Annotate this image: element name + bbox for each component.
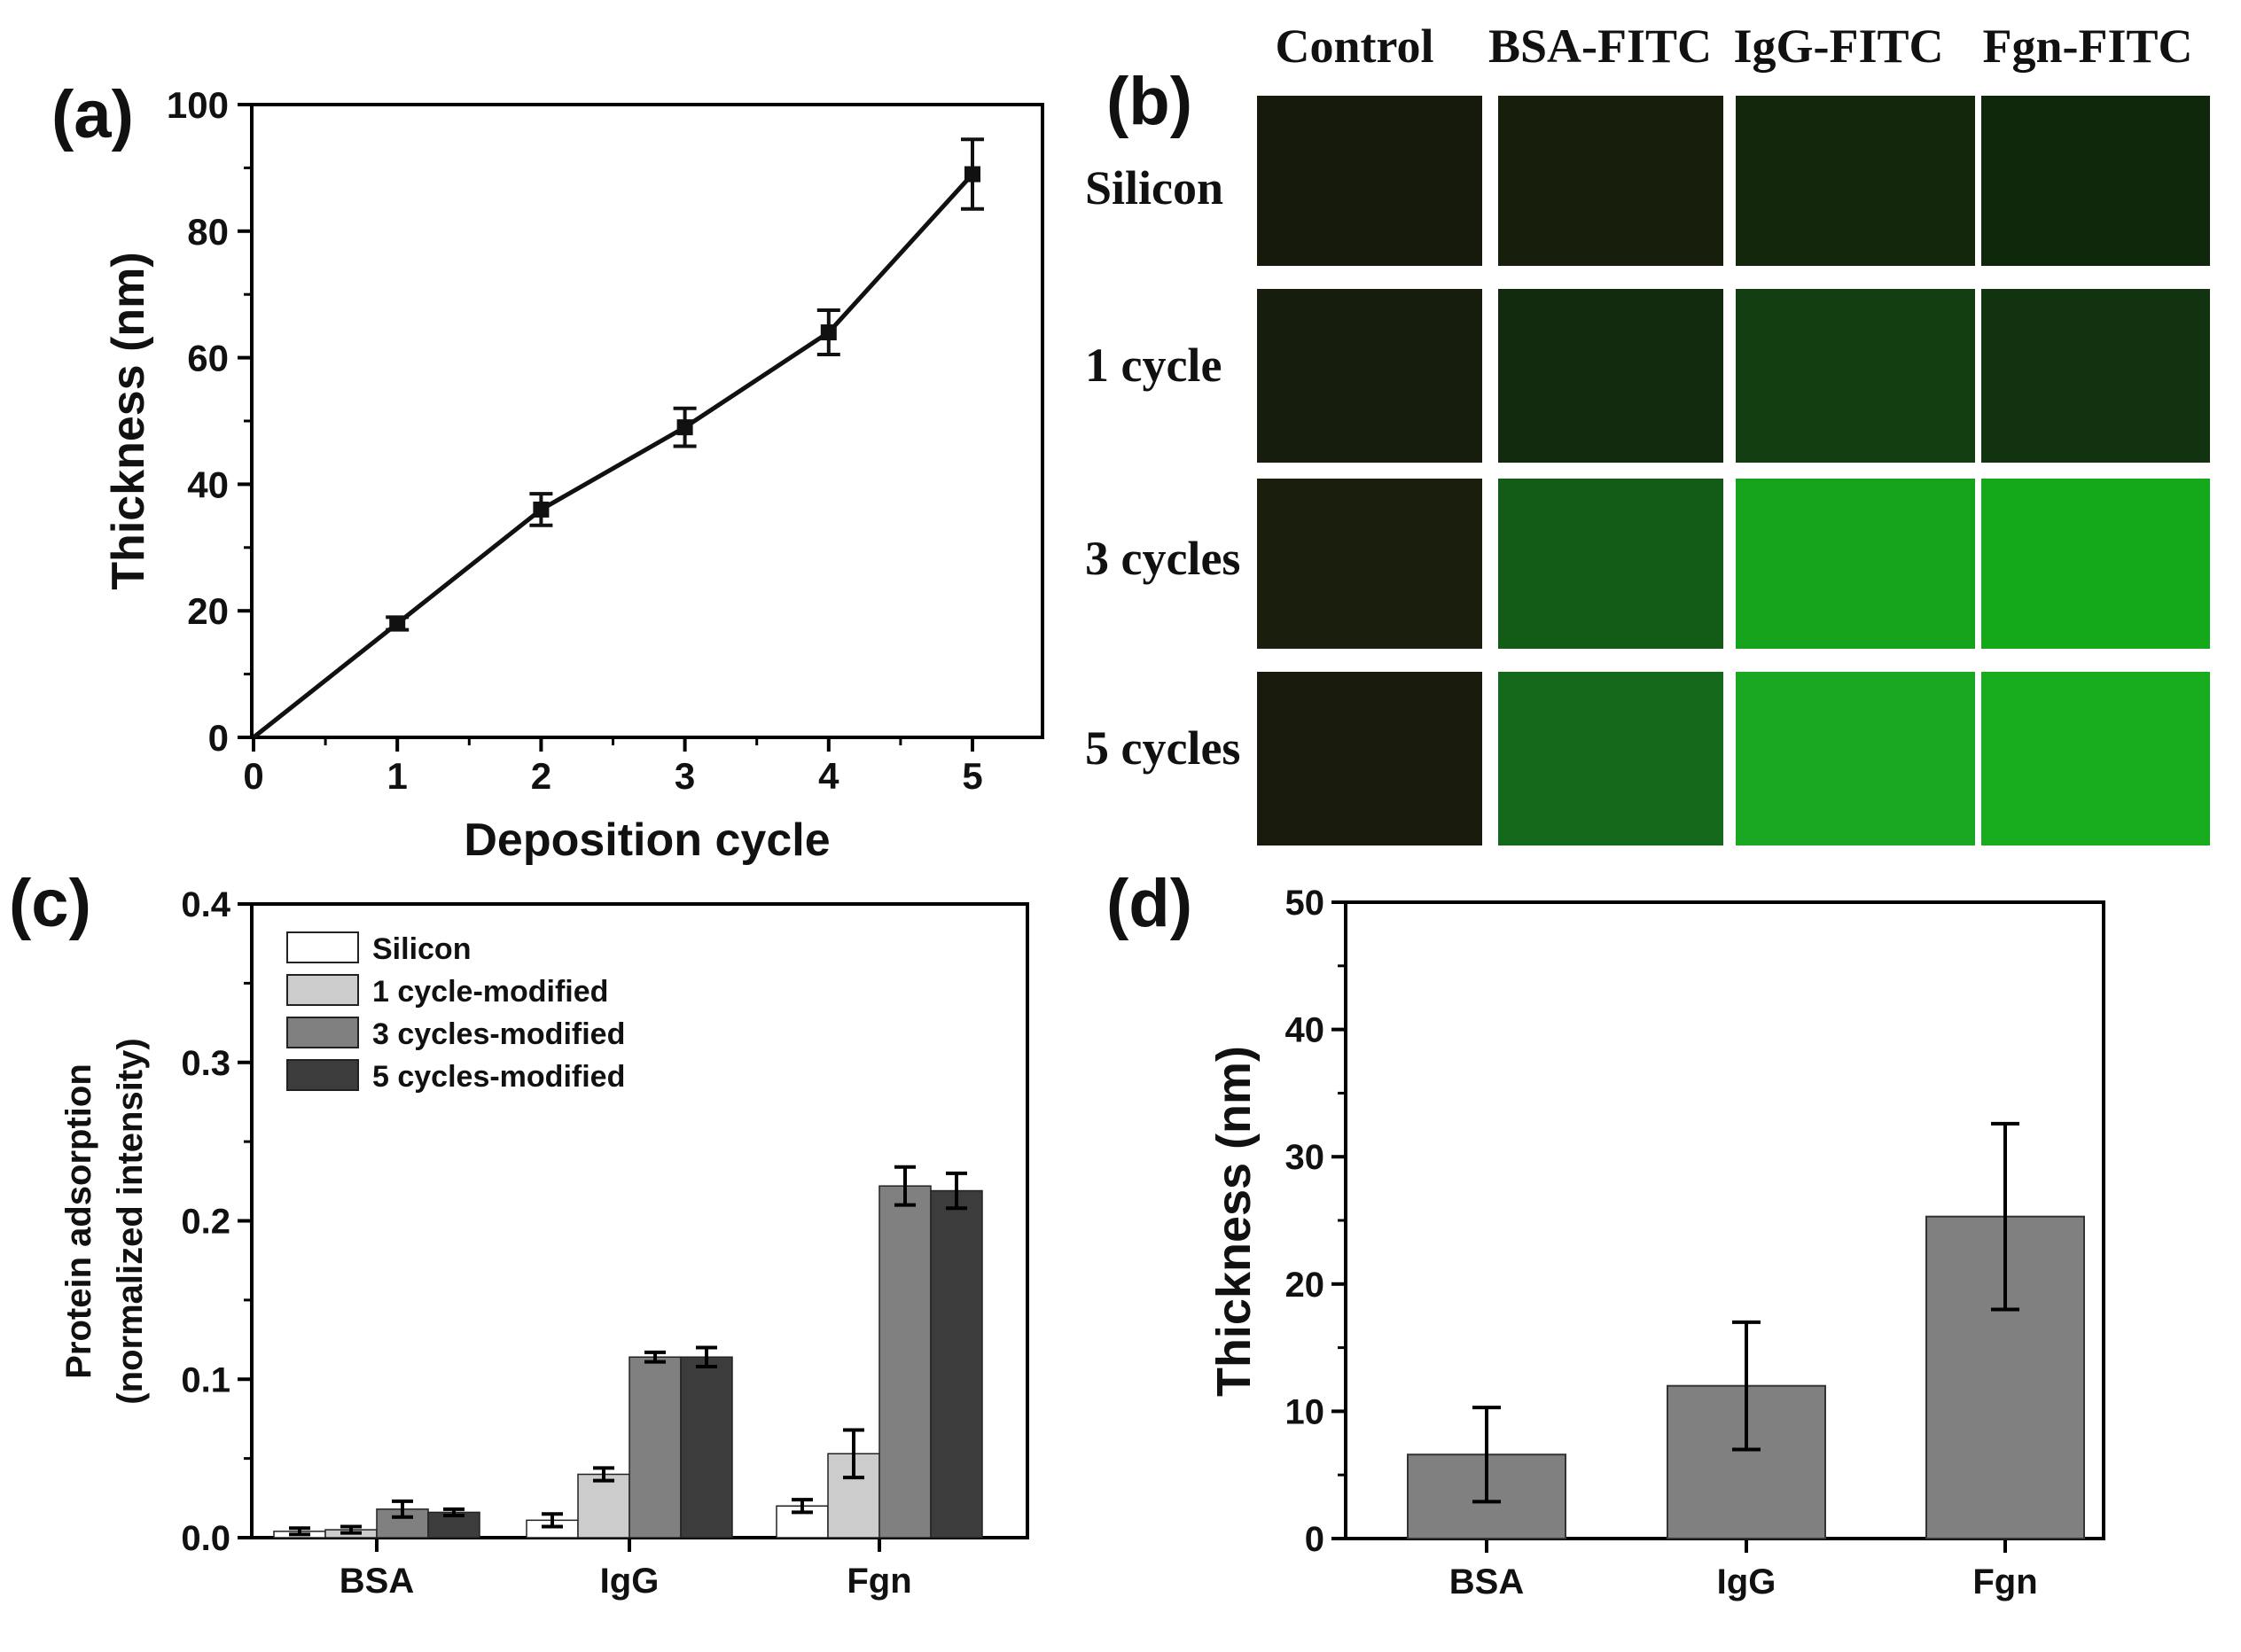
y-tick-label: 0.1 <box>181 1360 230 1399</box>
x-tick-label: BSA <box>1449 1562 1524 1601</box>
panel-b-label: (b) <box>1106 64 1192 139</box>
panel-a-plot <box>252 137 984 739</box>
fluorescence-image <box>1498 672 1723 845</box>
panel-a-x-axis-label: Deposition cycle <box>464 814 830 866</box>
panel-c-axis-ticks: 0.0 0.1 0.2 0.3 0.4 BSA IgG Fgn <box>181 885 911 1601</box>
y-tick-label: 0.0 <box>181 1519 230 1558</box>
fluorescence-image <box>1736 479 1975 649</box>
fluorescence-image <box>1257 479 1482 649</box>
y-tick-label: 0.2 <box>181 1203 230 1242</box>
bar <box>878 1185 932 1539</box>
column-header: BSA-FITC <box>1488 19 1712 73</box>
y-tick-label: 20 <box>1285 1266 1325 1305</box>
x-tick-label: IgG <box>600 1562 660 1601</box>
y-tick-label: 60 <box>187 338 229 379</box>
row-label: 1 cycle <box>1085 339 1222 392</box>
x-tick-label: 0 <box>243 755 263 797</box>
row-label: Silicon <box>1085 161 1223 214</box>
y-tick-label: 20 <box>187 590 229 632</box>
column-header: IgG-FITC <box>1733 19 1943 73</box>
fluorescence-image <box>1736 96 1975 266</box>
bar <box>629 1356 682 1539</box>
panel-d-plot <box>1407 1121 2085 1540</box>
fluorescence-image <box>1498 289 1723 463</box>
panel-c-y-axis-label-2: (normalized intensity) <box>111 1038 150 1404</box>
fluorescence-image <box>1257 672 1482 845</box>
y-tick-label: 0 <box>1305 1520 1324 1559</box>
fluorescence-image <box>1498 96 1723 266</box>
x-tick-label: 2 <box>531 755 551 797</box>
fluorescence-image <box>1257 289 1482 463</box>
legend-entry: 3 cycles-modified <box>372 1017 625 1051</box>
column-header: Control <box>1275 19 1433 73</box>
x-tick-label: 1 <box>387 755 408 797</box>
legend-swatch <box>286 1017 359 1048</box>
x-tick-label: Fgn <box>847 1562 911 1601</box>
bar <box>577 1473 630 1539</box>
y-tick-label: 10 <box>1285 1392 1325 1431</box>
y-tick-label: 40 <box>187 464 229 505</box>
fluorescence-image <box>1981 96 2210 266</box>
panel-b-image-grid: Control BSA-FITC IgG-FITC Fgn-FITC Silicon 1 … <box>1085 19 2210 845</box>
legend-swatch <box>286 974 359 1006</box>
panel-c: (c) 0.0 0.1 0.2 0.3 0.4 BSA IgG Fgn Silicon 1 cy… <box>9 866 1029 1601</box>
panel-c-label: (c) <box>9 866 91 941</box>
x-tick-label: BSA <box>340 1562 414 1601</box>
x-tick-label: IgG <box>1717 1562 1776 1601</box>
data-point <box>820 324 837 341</box>
row-label: 5 cycles <box>1085 721 1240 775</box>
fluorescence-image <box>1981 479 2210 649</box>
panel-d: (d) 0 10 20 30 40 50 BSA IgG Fgn Thickness (nm) <box>1106 866 2105 1601</box>
panel-c-plot <box>273 1165 983 1539</box>
row-label: 3 cycles <box>1085 532 1240 585</box>
y-tick-label: 30 <box>1285 1138 1325 1177</box>
data-point <box>533 501 550 518</box>
y-tick-label: 100 <box>167 84 229 126</box>
panel-d-y-axis-label: Thickness (nm) <box>1207 1046 1261 1397</box>
fluorescence-image <box>1981 289 2210 463</box>
panel-b: (b) Control BSA-FITC IgG-FITC Fgn-FITC Silic… <box>1085 19 2210 845</box>
data-point <box>676 419 693 436</box>
panel-c-legend: Silicon 1 cycle-modified 3 cycles-modified… <box>286 931 625 1094</box>
legend-swatch <box>286 931 359 963</box>
legend-entry: Silicon <box>372 932 471 966</box>
x-tick-label: Fgn <box>1972 1562 2037 1601</box>
bar <box>680 1356 733 1539</box>
column-header: Fgn-FITC <box>1982 19 2192 73</box>
y-tick-label: 80 <box>187 211 229 253</box>
data-point <box>964 166 980 183</box>
y-tick-label: 0.4 <box>181 885 230 924</box>
series-line <box>252 172 974 739</box>
panel-d-axis-ticks: 0 10 20 30 40 50 BSA IgG Fgn <box>1285 884 2038 1601</box>
panel-d-label: (d) <box>1106 866 1192 941</box>
fluorescence-image <box>1736 672 1975 845</box>
legend-entry: 5 cycles-modified <box>372 1060 625 1094</box>
x-tick-label: 5 <box>962 755 982 797</box>
y-tick-label: 40 <box>1285 1011 1325 1050</box>
y-tick-label: 50 <box>1285 884 1325 923</box>
legend-entry: 1 cycle-modified <box>372 975 608 1009</box>
panel-a-label: (a) <box>51 77 134 152</box>
fluorescence-image <box>1736 289 1975 463</box>
y-tick-label: 0 <box>208 717 229 759</box>
fluorescence-image <box>1498 479 1723 649</box>
fluorescence-image <box>1981 672 2210 845</box>
bar <box>930 1189 983 1539</box>
x-tick-label: 4 <box>818 755 839 797</box>
panel-a-axis-ticks: 0 1 2 3 4 5 0 20 40 60 80 100 <box>167 84 983 797</box>
x-tick-label: 3 <box>675 755 695 797</box>
legend-swatch <box>286 1059 359 1091</box>
panel-a-y-axis-label: Thickness (nm) <box>103 252 154 589</box>
y-tick-label: 0.3 <box>181 1044 230 1083</box>
data-point <box>389 615 406 632</box>
panel-c-y-axis-label: Protein adsorption <box>59 1064 98 1379</box>
fluorescence-image <box>1257 96 1482 266</box>
